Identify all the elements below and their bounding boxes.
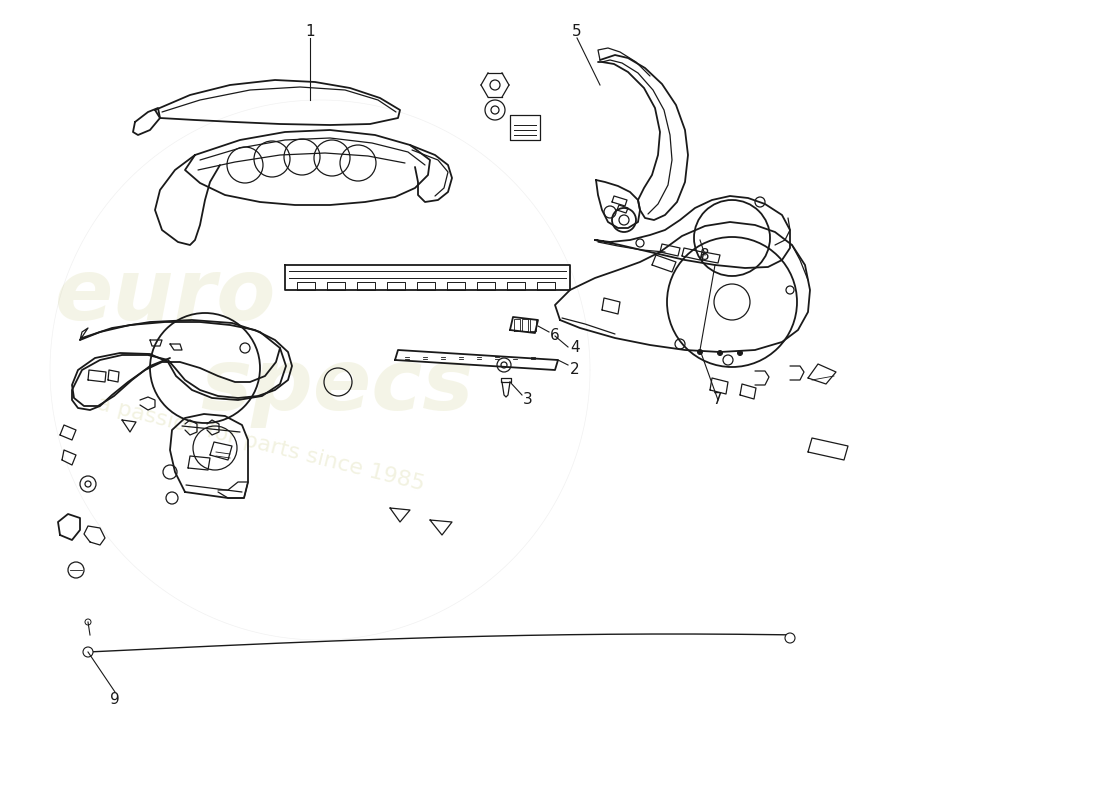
Text: 3: 3 xyxy=(524,393,532,407)
Circle shape xyxy=(737,350,742,355)
Text: 2: 2 xyxy=(570,362,580,378)
Text: 9: 9 xyxy=(110,693,120,707)
Circle shape xyxy=(717,350,723,355)
Circle shape xyxy=(785,633,795,643)
Circle shape xyxy=(697,350,703,354)
Text: 8: 8 xyxy=(701,247,710,262)
Text: 6: 6 xyxy=(550,327,560,342)
Text: euro: euro xyxy=(55,255,276,338)
Text: 1: 1 xyxy=(305,25,315,39)
Text: specs: specs xyxy=(200,345,473,428)
Circle shape xyxy=(82,647,94,657)
Text: 5: 5 xyxy=(572,25,582,39)
Text: 7: 7 xyxy=(713,393,723,407)
Text: a passion for parts since 1985: a passion for parts since 1985 xyxy=(95,393,427,494)
Text: 4: 4 xyxy=(570,339,580,354)
